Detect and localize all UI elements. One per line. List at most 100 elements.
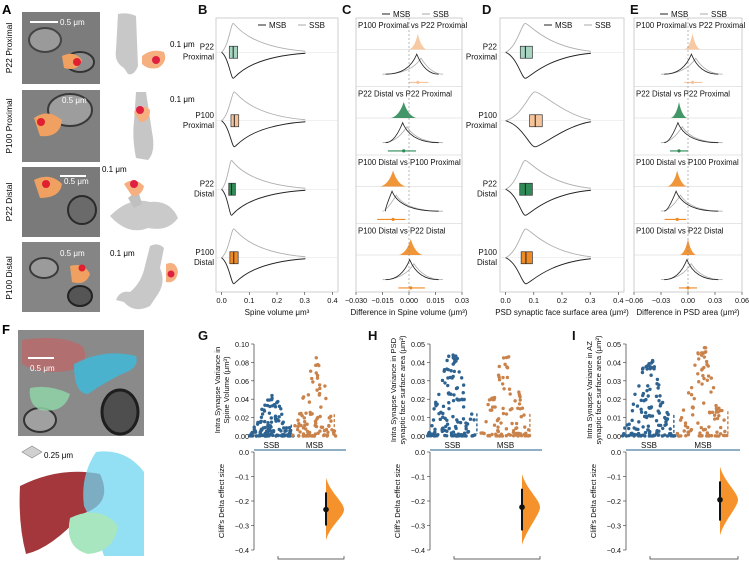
swarm-point-ssb [458, 420, 463, 425]
swarm-point-ssb [443, 381, 447, 385]
em-scale-label: 0.5 μm [60, 18, 85, 27]
swarm-point-ssb [646, 394, 650, 398]
swarm-point-ssb [637, 384, 641, 388]
swarm-point-msb [492, 397, 496, 402]
swarm-point-msb [304, 411, 308, 415]
swarm-point-ssb [443, 433, 447, 438]
panel-letter: C [342, 2, 352, 17]
swarm-point-msb [500, 382, 505, 386]
swarm-point-ssb [461, 391, 465, 395]
category-sublabel-p22-proximal: Proximal [183, 52, 214, 61]
swarm-point-ssb [260, 407, 264, 412]
effect-axis-label: Cliff's Delta effect size [589, 464, 598, 538]
swarm-point-msb [709, 434, 714, 438]
x-tick-label: 0.4 [613, 296, 623, 305]
swarm-point-msb [327, 416, 331, 420]
swarm-point-ssb [430, 423, 434, 428]
category-sublabel-p100-proximal: Proximal [183, 121, 214, 130]
swarm-point-msb [300, 413, 304, 418]
swarm-point-msb [518, 398, 522, 402]
swarm-point-msb [715, 416, 720, 421]
swarm-point-ssb [657, 433, 661, 437]
x-tick-label: 0.00 [681, 296, 695, 305]
swarm-point-msb [679, 416, 684, 420]
swarm-point-msb [692, 396, 696, 401]
swarm-point-ssb [257, 434, 261, 438]
effect-bootstrap-distribution [720, 466, 738, 536]
swarm-point-ssb [262, 409, 267, 413]
swarm-point-ssb [267, 411, 272, 415]
swarm-point-msb [514, 421, 519, 426]
em-membrane [100, 388, 140, 436]
swarm-point-ssb [655, 377, 660, 382]
swarm-point-msb [315, 376, 320, 380]
x-axis-label: Difference in PSD area (μm²) [636, 308, 739, 317]
density-msb-3 [385, 258, 439, 281]
swarm-point-msb [496, 373, 501, 377]
swarm-point-msb [517, 402, 522, 406]
swarm-point-ssb [451, 434, 455, 438]
swarm-point-msb [713, 434, 718, 438]
swarm-point-ssb [647, 362, 651, 366]
effect-y-tick-label: −0.2 [235, 497, 249, 506]
swarm-point-ssb [443, 428, 447, 433]
legend-msb-label: MSB [555, 21, 572, 30]
swarm-point-msb [501, 375, 505, 380]
category-sublabel-p22-distal: Distal [477, 189, 497, 198]
swarm-point-ssb [646, 428, 650, 432]
swarm-point-ssb [641, 425, 645, 429]
panel-letter: I [572, 328, 576, 343]
swarm-point-msb [706, 364, 710, 368]
swarm-point-ssb [445, 422, 450, 426]
y-axis-label-line2: synaptic face surface area (μm²) [594, 335, 603, 445]
y-tick-label: 0.05 [607, 340, 621, 349]
box-p100-distal [520, 251, 533, 265]
bootstrap-distribution-2 [667, 170, 687, 187]
violin-ssb-p100-proximal [221, 91, 306, 122]
panel-a-row-1: 0.5 μm P22 Proximal 0.1 μm [4, 12, 195, 84]
group-label-ssb: SSB [641, 441, 657, 450]
group-label-ssb: SSB [263, 441, 279, 450]
swarm-point-msb [291, 433, 295, 437]
swarm-point-ssb [454, 386, 459, 391]
panel-a-row-3: 0.5 μm P22 Distal 0.1 μm [4, 165, 178, 237]
swarm-point-msb [705, 378, 710, 382]
em-scale-label: 0.5 μm [62, 96, 87, 105]
swarm-point-msb [706, 374, 711, 378]
x-tick-label: 0.1 [529, 296, 539, 305]
swarm-point-ssb [643, 430, 648, 435]
effect-y-tick-label: −0.3 [607, 522, 621, 531]
swarm-point-msb [325, 433, 330, 437]
x-tick-label: 0.03 [455, 296, 469, 305]
effect-point-1 [402, 149, 406, 153]
panel-letter: G [198, 328, 208, 343]
density-msb-0 [385, 53, 439, 75]
swarm-point-msb [684, 434, 688, 438]
swarm-point-ssb [665, 434, 670, 438]
psd-highlight [73, 58, 81, 66]
swarm-point-ssb [284, 426, 289, 430]
swarm-point-ssb [451, 414, 455, 419]
swarm-point-msb [297, 434, 301, 438]
density-msb-1 [664, 121, 719, 144]
swarm-point-ssb [460, 434, 464, 438]
violin-msb-p22-distal [505, 188, 591, 216]
swarm-point-ssb [640, 367, 645, 371]
swarm-point-msb [524, 431, 528, 436]
swarm-point-ssb [454, 434, 459, 438]
y-axis-label: Intra Synapse Variance in PSD [389, 337, 398, 442]
y-tick-label: 0.00 [235, 432, 249, 441]
violin-ssb-p22-distal [221, 160, 306, 190]
swarm-point-msb [511, 434, 516, 438]
swarm-point-msb [310, 434, 314, 438]
scale-3d-label: 0.1 μm [170, 40, 195, 49]
swarm-point-ssb [445, 358, 449, 363]
swarm-point-msb [324, 427, 329, 432]
swarm-point-msb [488, 408, 493, 412]
swarm-point-ssb [657, 383, 661, 387]
swarm-point-msb [508, 433, 513, 437]
category-label-p100-proximal: P100 [478, 111, 497, 120]
swarm-point-msb [314, 356, 318, 360]
swarm-point-ssb [623, 426, 627, 430]
swarm-point-msb [491, 405, 495, 409]
